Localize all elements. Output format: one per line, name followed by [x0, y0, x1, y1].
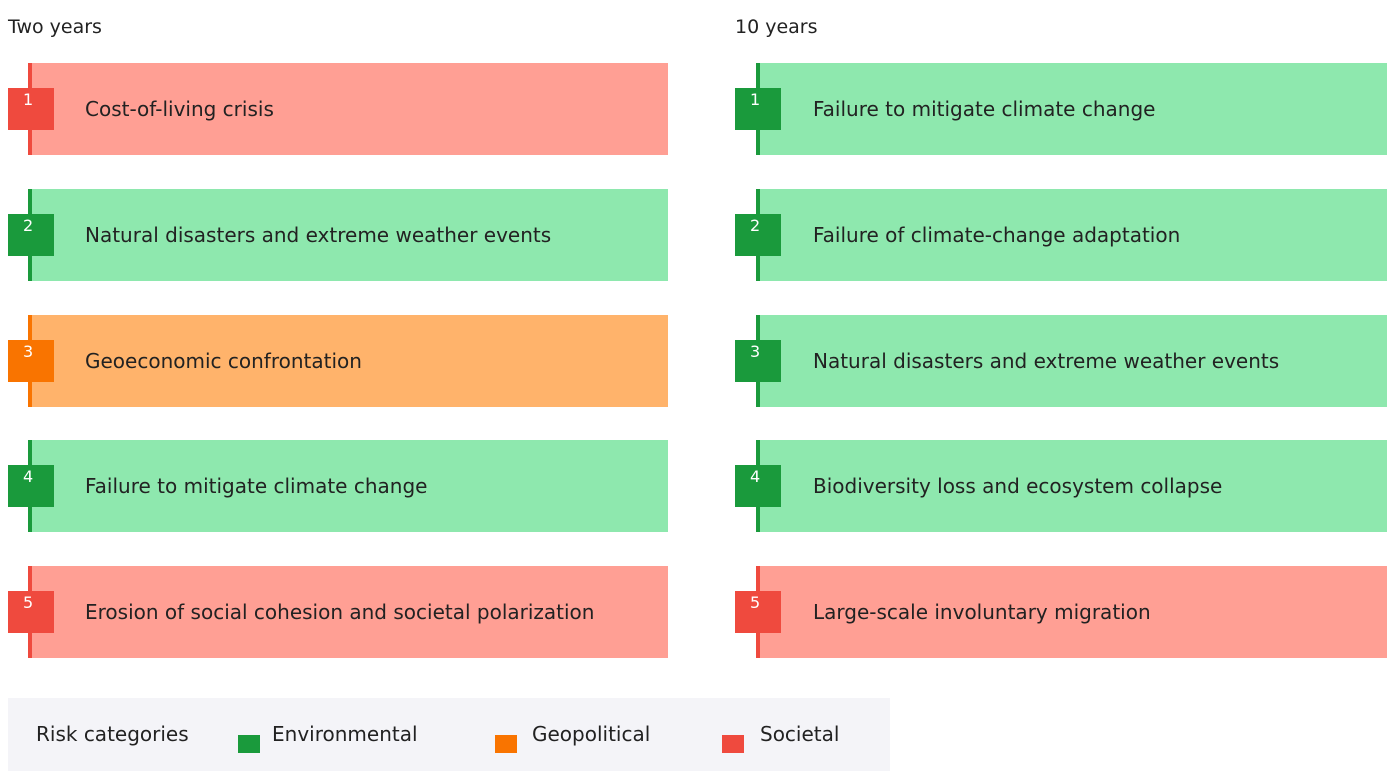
risk-label: Natural disasters and extreme weather ev… [813, 348, 1280, 373]
legend-swatch [722, 735, 744, 753]
risk-label: Biodiversity loss and ecosystem collapse [813, 474, 1223, 499]
legend-label: Environmental [272, 722, 418, 746]
legend-title: Risk categories [36, 722, 189, 746]
rank-badge: 4 [8, 465, 54, 508]
legend-label: Societal [760, 722, 840, 746]
risk-label: Failure of climate-change adaptation [813, 222, 1181, 247]
rank-badge: 5 [735, 591, 781, 634]
risk-label: Failure to mitigate climate change [813, 97, 1156, 121]
risk-label: Erosion of social cohesion and societal … [85, 600, 595, 625]
rank-badge: 1 [735, 88, 781, 130]
legend: Risk categories Environmental Geopolitical… [8, 698, 890, 771]
legend-label: Geopolitical [532, 722, 651, 746]
risk-bar [756, 566, 1387, 659]
risk-label: Geoeconomic confrontation [85, 348, 362, 373]
rank-badge: 1 [8, 88, 54, 130]
rank-badge: 2 [8, 213, 54, 256]
rank-badge: 5 [8, 591, 54, 634]
risk-bar [28, 63, 668, 155]
risk-label: Cost-of-living crisis [85, 97, 274, 121]
risk-bar [756, 440, 1387, 533]
rank-badge: 3 [735, 339, 781, 382]
legend-swatch [495, 735, 517, 753]
risk-bar [756, 188, 1387, 281]
risk-label: Failure to mitigate climate change [85, 474, 428, 499]
risk-bar [756, 63, 1387, 155]
risk-bar [28, 566, 668, 659]
column-title: Two years [8, 16, 102, 38]
risk-bar [28, 440, 668, 533]
risk-bar [28, 188, 668, 281]
rank-badge: 2 [735, 213, 781, 256]
risk-bar [28, 314, 668, 407]
column-title: 10 years [735, 16, 818, 38]
rank-badge: 3 [8, 339, 54, 382]
risk-label: Large-scale involuntary migration [813, 600, 1151, 625]
legend-swatch [238, 735, 260, 753]
risk-bar [756, 314, 1387, 407]
risk-label: Natural disasters and extreme weather ev… [85, 222, 552, 247]
rank-badge: 4 [735, 465, 781, 508]
